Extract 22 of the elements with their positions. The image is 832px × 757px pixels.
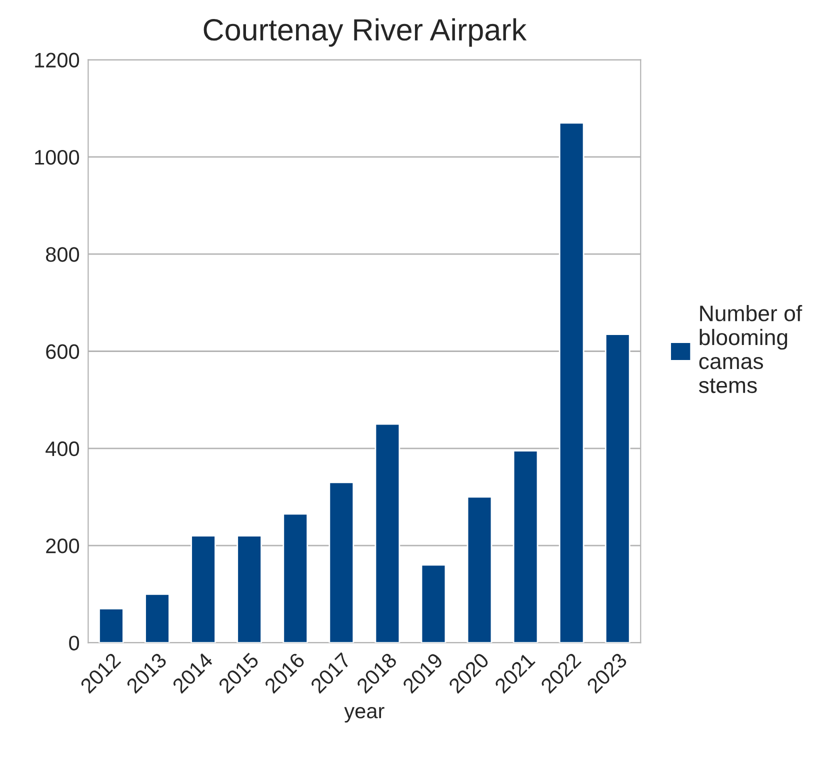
x-axis-title: year	[344, 706, 384, 723]
bar	[466, 496, 492, 643]
bar	[236, 535, 262, 643]
bar	[604, 334, 630, 643]
bar	[374, 423, 400, 643]
y-tick-label: 1000	[35, 150, 80, 165]
chart-title: Courtenay River Airpark	[204, 18, 527, 47]
bar	[512, 450, 538, 643]
bar	[328, 482, 354, 643]
y-tick-label: 800	[46, 247, 80, 262]
y-tick-label: 400	[46, 441, 80, 456]
legend-label: Number of blooming camas stems	[698, 304, 802, 394]
bar	[558, 122, 584, 643]
y-tick-label: 600	[46, 344, 80, 359]
bar	[98, 608, 124, 643]
y-tick-label: 1200	[35, 52, 80, 68]
y-tick-label: 0	[69, 636, 80, 650]
y-tick-label: 200	[46, 538, 80, 554]
bar	[144, 593, 170, 643]
bar	[282, 513, 308, 643]
bar	[190, 535, 216, 643]
bar	[420, 564, 446, 643]
